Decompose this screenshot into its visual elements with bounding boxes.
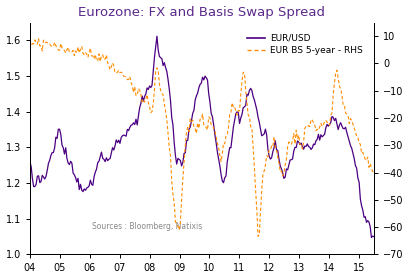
EUR BS 5-year - RHS xyxy=(194,132,199,135)
EUR/USD xyxy=(225,160,230,164)
EUR/USD xyxy=(81,190,85,193)
EUR/USD xyxy=(241,106,246,109)
EUR BS 5-year - RHS xyxy=(316,129,321,132)
EUR BS 5-year - RHS xyxy=(241,71,246,74)
EUR BS 5-year - RHS xyxy=(27,40,32,43)
EUR/USD xyxy=(371,235,376,238)
EUR BS 5-year - RHS xyxy=(36,37,41,40)
Line: EUR/USD: EUR/USD xyxy=(30,36,374,237)
Text: Sources : Bloomberg, Natixis: Sources : Bloomberg, Natixis xyxy=(92,222,202,231)
EUR BS 5-year - RHS xyxy=(371,170,376,173)
EUR/USD xyxy=(194,94,199,98)
EUR BS 5-year - RHS xyxy=(82,53,87,56)
Title: Eurozone: FX and Basis Swap Spread: Eurozone: FX and Basis Swap Spread xyxy=(79,6,326,19)
EUR BS 5-year - RHS xyxy=(314,129,319,132)
EUR/USD xyxy=(312,143,317,146)
EUR/USD xyxy=(369,236,374,239)
EUR BS 5-year - RHS xyxy=(225,133,230,136)
Line: EUR BS 5-year - RHS: EUR BS 5-year - RHS xyxy=(30,39,374,236)
Legend: EUR/USD, EUR BS 5-year - RHS: EUR/USD, EUR BS 5-year - RHS xyxy=(247,34,362,55)
EUR/USD xyxy=(155,35,160,38)
EUR/USD xyxy=(315,138,320,141)
EUR/USD xyxy=(27,160,32,163)
EUR BS 5-year - RHS xyxy=(256,235,261,238)
